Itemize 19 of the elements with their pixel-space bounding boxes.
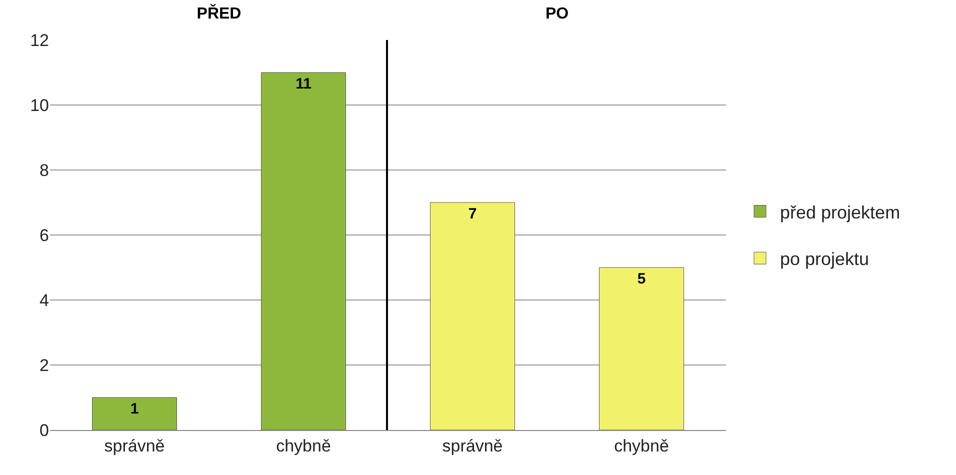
legend-label: po projektu: [780, 249, 870, 270]
chart-title: PO: [545, 5, 569, 22]
y-tick-label: 4: [40, 290, 49, 310]
x-tick-label: chybně: [276, 436, 331, 456]
data-label: 11: [296, 76, 312, 92]
y-tick-label: 0: [40, 420, 49, 440]
x-tick-label: správně: [442, 436, 503, 456]
data-label: 5: [637, 270, 646, 288]
y-tick-label: 6: [40, 226, 49, 245]
y-tick-label: 10: [30, 96, 49, 115]
y-tick-label: 2: [40, 356, 49, 375]
y-tick-label: 8: [40, 160, 49, 180]
y-tick-label: 12: [30, 30, 49, 50]
legend-label: před projektem: [780, 202, 900, 222]
data-label: 7: [468, 206, 477, 222]
x-tick-label: správně: [104, 436, 165, 456]
data-label: 1: [130, 400, 139, 418]
x-tick-label: chybně: [614, 436, 669, 456]
chart-title: PŘED: [196, 3, 242, 22]
